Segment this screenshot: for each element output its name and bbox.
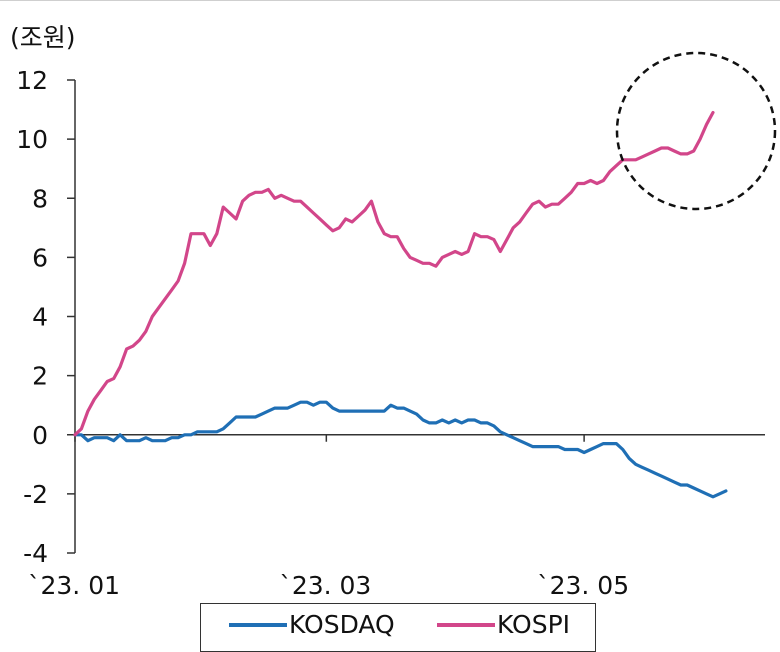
y-tick-label: 4 bbox=[32, 303, 48, 332]
legend: KOSDAQ KOSPI bbox=[200, 603, 596, 652]
x-tick-label: `23. 05 bbox=[537, 571, 629, 600]
y-tick-label: 10 bbox=[16, 125, 48, 154]
legend-item-kosdaq: KOSDAQ bbox=[229, 610, 395, 639]
y-tick-label: 0 bbox=[32, 421, 48, 450]
y-tick-label: 2 bbox=[32, 362, 48, 391]
top-rule bbox=[0, 0, 780, 1]
y-tick-label: -2 bbox=[23, 480, 48, 509]
legend-swatch-kospi bbox=[437, 622, 495, 627]
legend-item-kospi: KOSPI bbox=[437, 610, 570, 639]
y-tick-label: 12 bbox=[16, 66, 48, 95]
y-tick-label: -4 bbox=[23, 539, 48, 568]
highlight-circle bbox=[615, 51, 777, 211]
x-tick-label: `23. 03 bbox=[279, 571, 371, 600]
legend-label-kosdaq: KOSDAQ bbox=[289, 610, 395, 639]
series-line-kospi bbox=[73, 110, 715, 437]
y-axis-unit-label: (조원) bbox=[10, 23, 76, 52]
legend-label-kospi: KOSPI bbox=[497, 610, 571, 639]
legend-swatch-kosdaq bbox=[229, 622, 287, 627]
line-chart: 12 10 8 6 4 2 0 -2 -4 `23. 01 `23. 03 `23. 05 bbox=[16, 51, 777, 600]
axes: 12 10 8 6 4 2 0 -2 -4 `23. 01 `23. 03 `23. 05 bbox=[16, 66, 765, 600]
series-lines bbox=[73, 110, 728, 499]
y-tick-label: 6 bbox=[32, 243, 48, 272]
x-tick-label: `23. 01 bbox=[28, 571, 120, 600]
series-line-kosdaq bbox=[73, 400, 728, 499]
y-tick-label: 8 bbox=[32, 184, 48, 213]
